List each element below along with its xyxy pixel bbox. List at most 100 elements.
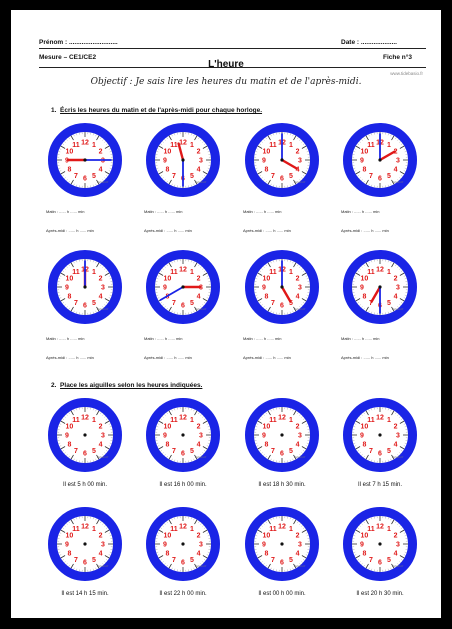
clock-tick [267,135,271,141]
clock-tick [164,563,166,565]
clock-tick [62,559,65,561]
clock-tick [64,416,66,418]
clock-tick [207,535,210,537]
clock-tick [265,412,267,415]
clock-tick [92,184,94,187]
clock-tick [200,179,202,181]
clock-tick [395,564,397,567]
clock-tick [59,532,62,534]
clock-number-10: 10 [263,424,271,431]
clock-tick [104,420,110,424]
clock-tick [365,563,369,569]
clock-number-12: 12 [278,524,286,531]
clock-tick [202,416,204,418]
clock-number-5: 5 [190,300,194,307]
clock-tick [109,535,112,537]
clock-number-8: 8 [362,442,366,449]
center-pin [280,542,284,546]
clock-number-8: 8 [362,551,366,558]
clock-tick [73,183,75,186]
clock-tick [403,170,406,172]
clock-tick [391,563,395,569]
clock-tick [273,311,275,314]
clock-tick [353,294,356,296]
clock-tick [365,135,369,141]
clock-number-3: 3 [101,158,105,165]
clock-tick [166,137,168,140]
clock-tick [194,179,198,185]
clock-tick [207,294,210,296]
clock-tick [104,452,106,454]
clock-tick [194,563,198,569]
clock-tick [104,561,106,563]
clock-tick [354,148,357,150]
clock-number-11: 11 [367,526,375,533]
clock-tick [70,306,74,312]
clock-tick [267,519,271,525]
clock-number-3: 3 [298,433,302,440]
clock-tick [403,148,406,150]
center-pin [83,158,87,162]
clock-tick [64,141,66,143]
clock-tick [267,306,271,312]
clock-tick [95,567,97,570]
clock-number-1: 1 [387,526,391,533]
exercise1-aprem-line-1: Après-midi : ...... h ...... min [46,228,94,233]
clock-tick [301,304,303,306]
clock-tick [171,261,173,264]
exercise1-aprem-line-5: Après-midi : ...... h ...... min [46,355,94,360]
exercise1-aprem-line-7: Après-midi : ...... h ...... min [243,355,291,360]
clock-tick [395,412,397,415]
clock-tick [267,563,271,569]
clock-tick [289,133,291,136]
clock-number-5: 5 [289,300,293,307]
exercise2-caption-1: Il est 5 h 00 min. [62,482,108,488]
clock-tick [404,551,407,553]
clock-tick [109,278,112,280]
clock-tick [387,459,389,462]
exercise1-matin-line-5: Matin : ...... h ...... min [46,336,85,341]
clock-number-9: 9 [65,433,69,440]
clock-number-4: 4 [296,167,300,174]
clock-tick [359,561,361,563]
clock-number-7: 7 [74,300,78,307]
clock-number-9: 9 [163,285,167,292]
clock-tick [206,554,209,556]
clock-tick [270,261,272,264]
clock-tick [73,567,75,570]
clock-number-2: 2 [197,149,201,156]
clock-tick [164,523,166,525]
clock-tick [92,311,94,314]
clock-tick [100,521,102,524]
clock-tick [66,414,68,416]
clock-tick [207,151,210,153]
clock-number-8: 8 [165,167,169,174]
clock-tick [259,559,262,561]
clock-tick [174,568,176,571]
clock-tick [202,171,208,175]
clock-tick [363,307,365,310]
clock-tick [203,418,206,420]
clock-number-8: 8 [362,167,366,174]
clock-tick [361,139,363,141]
clock-tick [395,307,397,310]
clock-tick [293,410,297,416]
clock-number-10: 10 [164,149,172,156]
clock-tick [399,304,401,306]
clock-number-5: 5 [92,448,96,455]
clock-tick [263,563,265,565]
clock-tick [102,179,104,181]
clock-number-10: 10 [263,276,271,283]
center-pin [181,542,185,546]
clock-tick [66,266,68,268]
clock-number-9: 9 [65,158,69,165]
clock-tick [60,420,66,424]
clock-tick [158,529,164,533]
clock-tick [166,412,168,415]
clock-tick [273,408,275,411]
clock-number-12: 12 [376,524,384,531]
clock-tick [92,568,94,571]
clock-tick [399,145,405,149]
